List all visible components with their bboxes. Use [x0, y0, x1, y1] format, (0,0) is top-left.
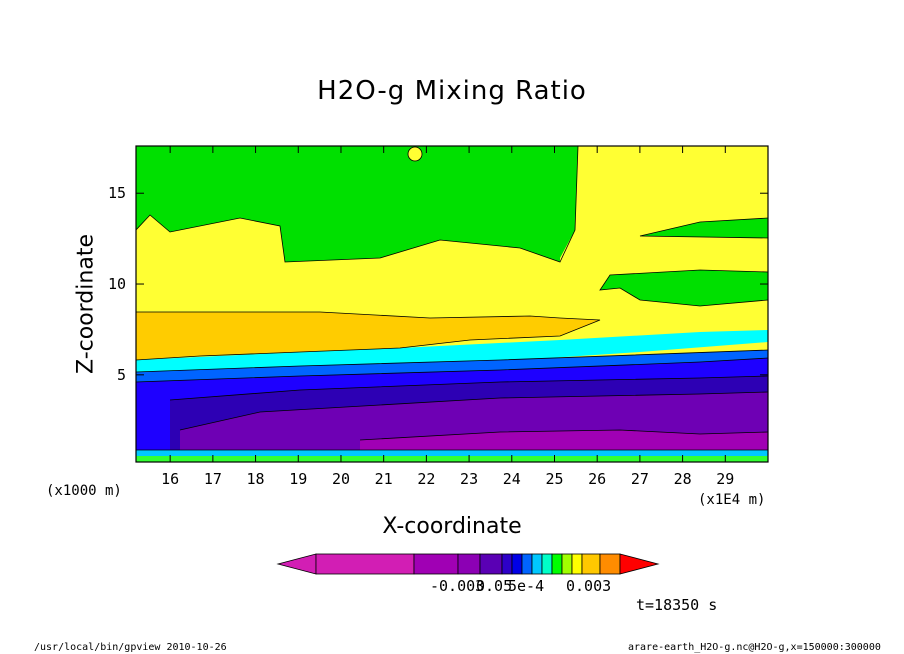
x-tick-label: 27	[631, 470, 649, 488]
x-tick-label: 22	[417, 470, 435, 488]
colorbar-label-mid: 0.05	[476, 577, 513, 595]
colorbar-segment	[541, 553, 553, 575]
band-cyan	[136, 330, 768, 372]
x-tick-label: 26	[588, 470, 606, 488]
colorbar-segment	[315, 553, 415, 575]
colorbar-label-overlap: -0.003	[430, 577, 485, 595]
x-tick-label: 21	[375, 470, 393, 488]
colorbar-segment	[413, 553, 459, 575]
spot-yellow	[407, 146, 423, 162]
colorbar-segment	[561, 553, 573, 575]
colorbar-segment	[531, 553, 543, 575]
x-tick-label: 20	[332, 470, 350, 488]
footer-left: /usr/local/bin/gpview 2010-10-26	[34, 642, 227, 653]
band-violet	[360, 430, 768, 450]
colorbar-label-right: 0.003	[566, 577, 612, 595]
colorbar-segment	[599, 553, 621, 575]
x-tick-label: 16	[161, 470, 179, 488]
colorbar-label-exp: 5e-4	[508, 577, 545, 595]
colorbar-segment	[511, 553, 523, 575]
y-axis: 5 10 15	[108, 184, 768, 384]
x-unit-label: (x1E4 m)	[698, 492, 766, 508]
y-axis-title: Z-coordinate	[73, 234, 99, 374]
y-tick-label: 15	[108, 184, 126, 202]
y-tick-label: 10	[108, 275, 126, 293]
contour-fills	[136, 146, 768, 462]
x-tick-label: 18	[247, 470, 265, 488]
colorbar-segment	[581, 553, 601, 575]
colorbar-segment	[457, 553, 481, 575]
band-orange	[136, 312, 600, 360]
colorbar-segment	[501, 553, 513, 575]
plot-frame	[135, 145, 769, 463]
band-bottom-green	[136, 456, 768, 462]
x-tick-label: 29	[716, 470, 734, 488]
x-axis-title: X-coordinate	[382, 514, 522, 539]
footer-right: arare-earth_H2O-g.nc@H2O-g,x=150000:3000…	[628, 642, 881, 653]
y-unit-label: (x1000 m)	[46, 483, 122, 499]
x-axis: 16 17 18 19 20 21 22 23 24 25 26 27 28 29	[161, 146, 734, 488]
colorbar-segment	[551, 553, 563, 575]
x-tick-label: 19	[289, 470, 307, 488]
x-tick-label: 23	[460, 470, 478, 488]
colorbar	[276, 553, 660, 575]
colorbar-segment	[521, 553, 533, 575]
x-tick-label: 28	[674, 470, 692, 488]
chart-title: H2O-g Mixing Ratio	[317, 76, 587, 106]
colorbar-arrow-right	[619, 553, 660, 575]
contour-lines	[136, 146, 768, 451]
colorbar-arrow-left	[276, 553, 317, 575]
y-tick-label: 5	[117, 366, 126, 384]
time-label: t=18350 s	[636, 596, 718, 614]
colorbar-segment	[571, 553, 583, 575]
x-tick-label: 24	[503, 470, 521, 488]
colorbar-segment	[479, 553, 503, 575]
x-tick-label: 17	[204, 470, 222, 488]
x-tick-label: 25	[545, 470, 563, 488]
